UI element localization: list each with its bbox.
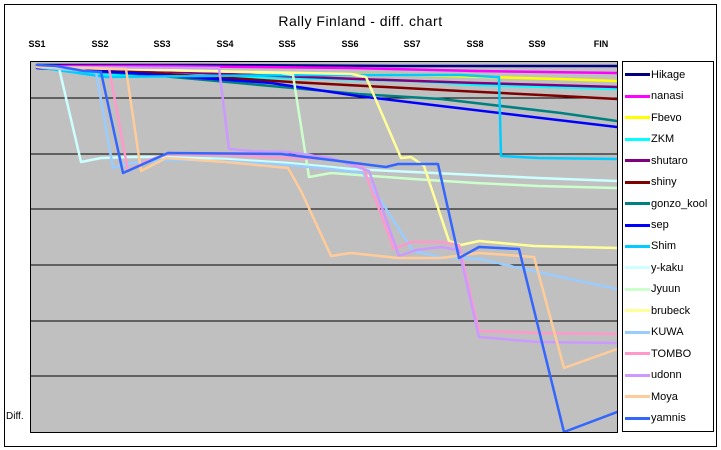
legend-swatch-icon: [625, 137, 650, 141]
legend-box: Hikage nanasi Fbevo ZKM shutaro shiny gonzo_ko…: [622, 61, 714, 432]
x-axis-label-SS9: SS9: [528, 39, 546, 49]
legend-item-shutaro: shutaro: [623, 155, 713, 167]
legend-item-gonzo_kool: gonzo_kool: [623, 198, 713, 210]
x-axis-label-SS4: SS4: [216, 39, 234, 49]
series-line-KUWA: [35, 65, 617, 291]
x-axis-label-FIN: FIN: [593, 39, 609, 49]
y-axis-title: Diff.: [6, 411, 24, 422]
x-axis-label-SS6: SS6: [341, 39, 359, 49]
legend-swatch-icon: [625, 159, 650, 163]
legend-swatch-icon: [625, 116, 650, 120]
legend-swatch-icon: [625, 395, 650, 399]
x-axis-label-SS2: SS2: [91, 39, 109, 49]
legend-item-yamnis: yamnis: [623, 412, 713, 424]
legend-swatch-icon: [625, 73, 650, 77]
legend-swatch-icon: [625, 244, 650, 248]
legend-label: shiny: [651, 176, 677, 189]
legend-label: gonzo_kool: [651, 197, 708, 210]
legend-swatch-icon: [625, 352, 650, 356]
legend-item-Hikage: Hikage: [623, 69, 713, 81]
x-axis-label-SS5: SS5: [278, 39, 296, 49]
plot-area: [30, 61, 618, 433]
legend-label: ZKM: [651, 133, 675, 146]
legend-swatch-icon: [625, 330, 650, 334]
legend-item-udonn: udonn: [623, 369, 713, 381]
legend-swatch-icon: [625, 266, 650, 270]
legend-label: shutaro: [651, 154, 688, 167]
series-line-y-kaku: [35, 65, 617, 183]
x-axis-label-SS3: SS3: [153, 39, 171, 49]
legend-label: Shim: [651, 240, 677, 253]
legend-item-Fbevo: Fbevo: [623, 112, 713, 124]
legend-label: TOMBO: [651, 347, 692, 360]
legend-item-y-kaku: y-kaku: [623, 262, 713, 274]
series-line-nanasi: [35, 64, 617, 75]
legend-label: Hikage: [651, 68, 686, 81]
legend-label: brubeck: [651, 304, 691, 317]
legend-item-Shim: Shim: [623, 240, 713, 252]
legend-label: sep: [651, 219, 669, 232]
legend-label: Moya: [651, 390, 678, 403]
x-axis-label-SS1: SS1: [28, 39, 46, 49]
legend-swatch-icon: [625, 94, 650, 98]
legend-item-brubeck: brubeck: [623, 305, 713, 317]
legend-label: nanasi: [651, 90, 684, 103]
legend-label: Fbevo: [651, 111, 682, 124]
legend-label: yamnis: [651, 412, 686, 425]
legend-swatch-icon: [625, 309, 650, 313]
legend-swatch-icon: [625, 287, 650, 291]
legend-swatch-icon: [625, 180, 650, 184]
series-line-brubeck: [35, 65, 617, 250]
series-line-udonn: [35, 65, 617, 345]
x-axis-label-SS7: SS7: [403, 39, 421, 49]
series-line-Shim: [35, 65, 617, 161]
legend-swatch-icon: [625, 416, 650, 420]
series-line-sep: [35, 66, 617, 129]
legend-swatch-icon: [625, 223, 650, 227]
legend-label: udonn: [651, 369, 682, 382]
legend-swatch-icon: [625, 373, 650, 377]
chart-title: Rally Finland - diff. chart: [278, 13, 443, 29]
series-line-Moya: [35, 65, 617, 370]
x-axis-label-SS8: SS8: [466, 39, 484, 49]
legend-item-TOMBO: TOMBO: [623, 348, 713, 360]
series-line-yamnis: [35, 63, 617, 432]
legend-item-ZKM: ZKM: [623, 133, 713, 145]
legend-label: y-kaku: [651, 261, 684, 274]
legend-label: KUWA: [651, 326, 684, 339]
legend-swatch-icon: [625, 202, 650, 206]
legend-item-nanasi: nanasi: [623, 90, 713, 102]
legend-label: Jyuun: [651, 283, 681, 296]
plot-svg: [31, 63, 617, 432]
legend-item-Moya: Moya: [623, 391, 713, 403]
legend-item-sep: sep: [623, 219, 713, 231]
legend-item-shiny: shiny: [623, 176, 713, 188]
legend-item-KUWA: KUWA: [623, 326, 713, 338]
legend-item-Jyuun: Jyuun: [623, 283, 713, 295]
